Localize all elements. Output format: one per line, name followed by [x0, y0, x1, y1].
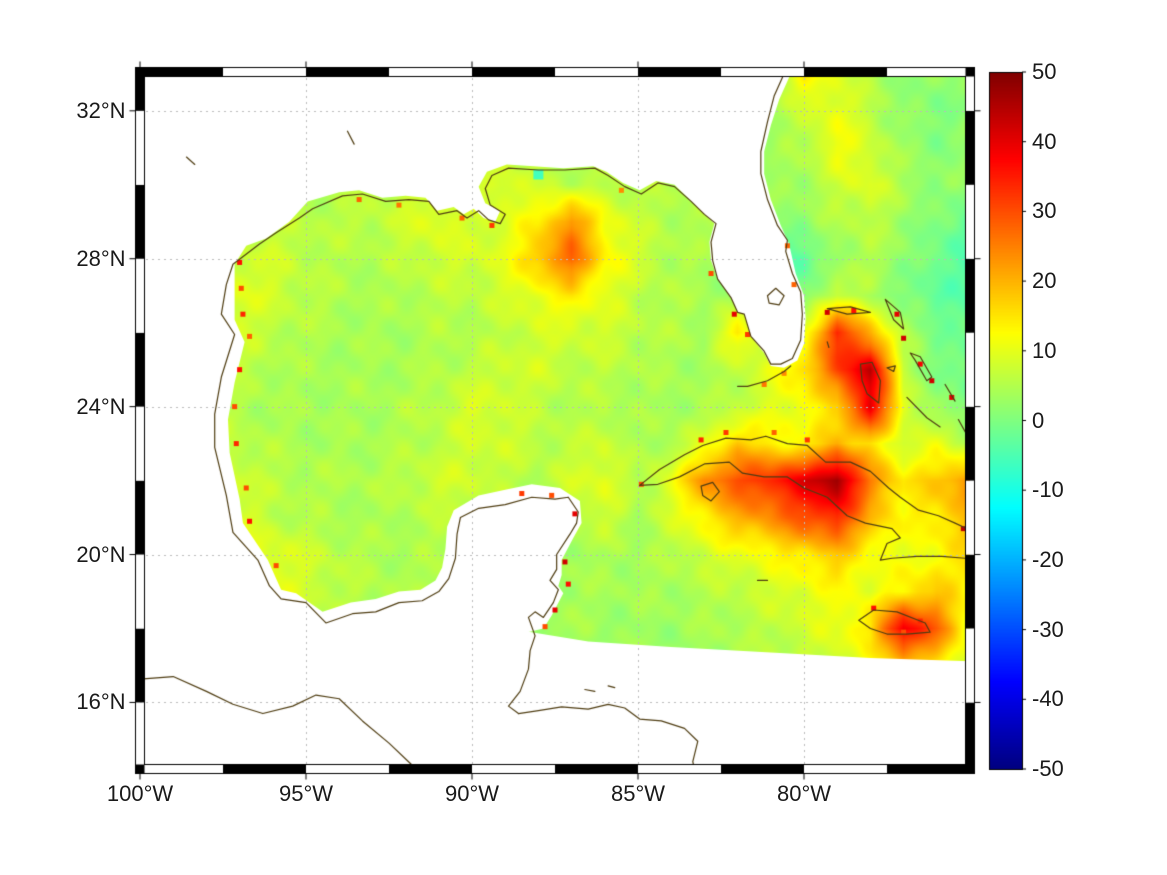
y-tick-label: 16°N	[76, 689, 126, 715]
colorbar-tick-label: 40	[1032, 128, 1057, 154]
y-tick-label: 24°N	[76, 393, 126, 419]
x-tick-label: 85°W	[610, 780, 666, 806]
y-tick-label: 20°N	[76, 541, 126, 567]
colorbar-tick-label: 0	[1032, 407, 1045, 433]
x-tick-label: 95°W	[278, 780, 334, 806]
x-tick-label: 80°W	[776, 780, 832, 806]
colorbar-tick-label: -50	[1032, 756, 1064, 781]
colorbar-tick-label: 10	[1032, 337, 1057, 363]
colorbar-tick-label: -20	[1032, 546, 1064, 572]
y-tick-label: 28°N	[76, 245, 126, 271]
colorbar-tick-label: 30	[1032, 198, 1057, 224]
y-tick-label: 32°N	[76, 97, 126, 123]
colorbar-tick-label: 50	[1032, 59, 1057, 84]
colorbar-tick-label: -10	[1032, 477, 1064, 503]
colorbar-tick-label: -40	[1032, 686, 1064, 712]
x-tick-label: 90°W	[444, 780, 500, 806]
x-tick-label: 100°W	[106, 780, 174, 806]
colorbar-tick-label: 20	[1032, 268, 1057, 294]
colorbar-tick-label: -30	[1032, 616, 1064, 642]
